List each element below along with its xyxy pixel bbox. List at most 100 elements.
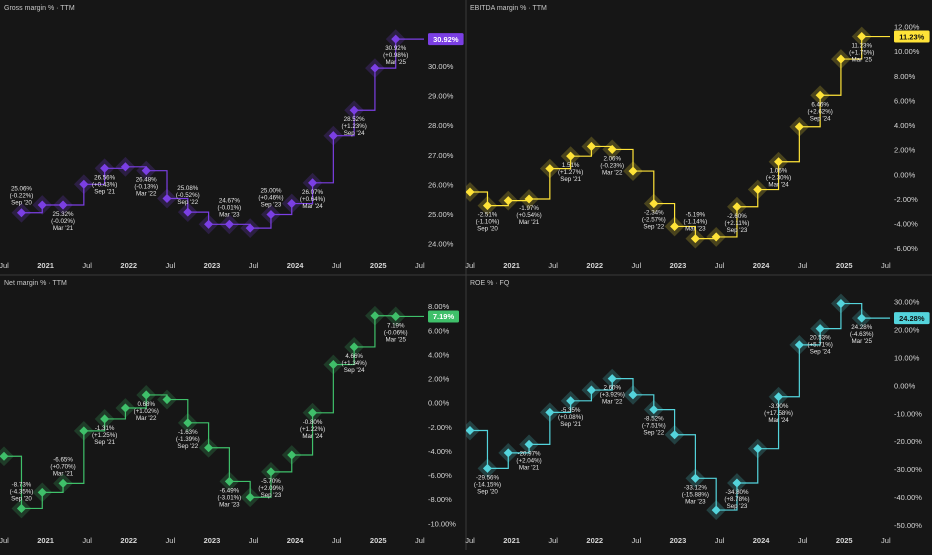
y-tick-label: 8.00% (428, 302, 450, 311)
x-tick-label: Jul (0, 261, 9, 270)
x-tick-label: Jul (715, 536, 725, 545)
y-tick-label: 4.00% (894, 121, 916, 130)
point-annotation: (+2.09%) (258, 485, 283, 492)
point-annotation: Sep '21 (560, 421, 581, 428)
data-point (586, 141, 596, 151)
y-tick-label: 0.00% (894, 381, 916, 390)
point-annotation: (-15.88%) (682, 491, 709, 498)
point-annotation: Sep '20 (477, 226, 498, 233)
point-annotation: Mar '25 (851, 57, 872, 64)
point-annotation: (-2.57%) (642, 217, 666, 224)
point-annotation: (+0.08%) (558, 414, 583, 421)
x-tick-label: 2023 (670, 536, 687, 545)
current-value-label: 24.28% (899, 314, 925, 323)
x-tick-label: 2024 (753, 261, 771, 270)
point-annotation: Sep '22 (177, 199, 198, 206)
x-tick-label: 2024 (753, 536, 771, 545)
current-value-label: 30.92% (433, 35, 459, 44)
chart-panel-1: Gross margin % · TTM 30.00% 29.00% 28.00% 27… (0, 5, 464, 270)
plot-area: -29.56%(-14.15%)Sep '20-20.97%(+2.04%)Ma… (466, 293, 890, 520)
series-line (470, 35, 890, 240)
point-annotation: 28.52% (344, 116, 365, 123)
point-annotation: Mar '21 (53, 225, 74, 232)
y-tick-label: 8.00% (894, 72, 916, 81)
current-value-tag (428, 310, 459, 323)
point-annotation: Sep '20 (477, 488, 498, 495)
point-annotation: (+1.22%) (300, 426, 325, 433)
point-annotation: (+2.04%) (516, 457, 541, 464)
y-tick-label: -4.00% (894, 220, 918, 229)
x-tick-label: Jul (881, 536, 891, 545)
point-annotation: Sep '21 (94, 188, 115, 195)
data-point (391, 311, 401, 321)
point-annotation: Sep '23 (261, 202, 282, 209)
point-annotation: -3.90% (769, 403, 789, 410)
point-annotation: -5.35% (561, 407, 581, 414)
x-tick-label: Jul (166, 261, 176, 270)
x-tick-label: 2025 (836, 536, 853, 545)
point-annotation: Mar '24 (768, 182, 789, 189)
point-annotation: (-14.15%) (474, 481, 501, 488)
x-tick-label: Jul (632, 536, 642, 545)
current-value-tag (894, 30, 930, 43)
point-annotation: (+3.92%) (600, 392, 625, 399)
y-tick-label: 27.00% (428, 151, 454, 160)
y-tick-label: -10.00% (894, 409, 922, 418)
x-tick-label: 2025 (370, 536, 387, 545)
x-tick-label: 2021 (37, 261, 54, 270)
point-annotation: 30.92% (385, 45, 406, 52)
x-tick-label: Jul (82, 536, 92, 545)
point-annotation: Mar '24 (302, 433, 323, 440)
point-annotation: 20.53% (810, 335, 831, 342)
point-annotation: -29.56% (476, 474, 500, 481)
point-annotation: (+2.62%) (807, 108, 832, 115)
data-point (503, 196, 513, 206)
data-point (100, 414, 110, 424)
point-annotation: Sep '23 (261, 492, 282, 499)
point-annotation: (+1.23%) (341, 123, 366, 130)
y-tick-label: 6.00% (894, 96, 916, 105)
point-annotation: 2.60% (603, 385, 621, 392)
point-annotation: Mar '23 (685, 226, 706, 233)
point-annotation: 25.06% (11, 186, 32, 193)
data-point (349, 105, 359, 115)
x-tick-label: Jul (548, 261, 558, 270)
point-annotation: Sep '23 (727, 227, 748, 234)
point-annotation: -1.97% (519, 205, 539, 212)
data-point (308, 178, 318, 188)
point-annotation: (+0.46%) (258, 195, 283, 202)
data-point (37, 487, 47, 497)
y-tick-label: -50.00% (894, 521, 922, 530)
point-annotation: 6.46% (811, 101, 829, 108)
point-annotation: Mar '21 (519, 219, 540, 226)
point-annotation: (-4.63%) (850, 331, 874, 338)
y-tick-label: -6.00% (428, 471, 452, 480)
data-point (204, 443, 214, 453)
point-annotation: Mar '23 (219, 211, 240, 218)
data-point (690, 473, 700, 483)
point-annotation: Mar '25 (385, 59, 406, 66)
point-annotation: (+5.71%) (807, 342, 832, 349)
point-annotation: Sep '22 (643, 224, 664, 231)
y-tick-label: -4.00% (428, 447, 452, 456)
x-tick-label: Jul (0, 536, 9, 545)
chart-title: EBITDA margin % · TTM (470, 5, 547, 12)
point-annotation: -8.73% (12, 481, 32, 488)
point-annotation: (-3.01%) (218, 494, 242, 501)
point-annotation: Sep '21 (94, 439, 115, 446)
point-annotation: (+17.58%) (764, 410, 793, 417)
point-annotation: (+2.30%) (766, 175, 791, 182)
point-annotation: Mar '25 (385, 336, 406, 343)
data-point (204, 219, 214, 229)
point-annotation: (-0.02%) (51, 218, 75, 225)
point-annotation: 24.67% (219, 197, 240, 204)
data-point (37, 200, 47, 210)
point-annotation: Sep '22 (177, 443, 198, 450)
y-tick-label: 26.00% (428, 180, 454, 189)
point-annotation: Sep '20 (11, 200, 32, 207)
point-annotation: Mar '22 (602, 399, 623, 406)
point-annotation: (-0.01%) (218, 204, 242, 211)
y-tick-label: 30.00% (894, 298, 920, 307)
point-annotation: Sep '24 (810, 349, 831, 356)
point-annotation: (+1.27%) (558, 169, 583, 176)
